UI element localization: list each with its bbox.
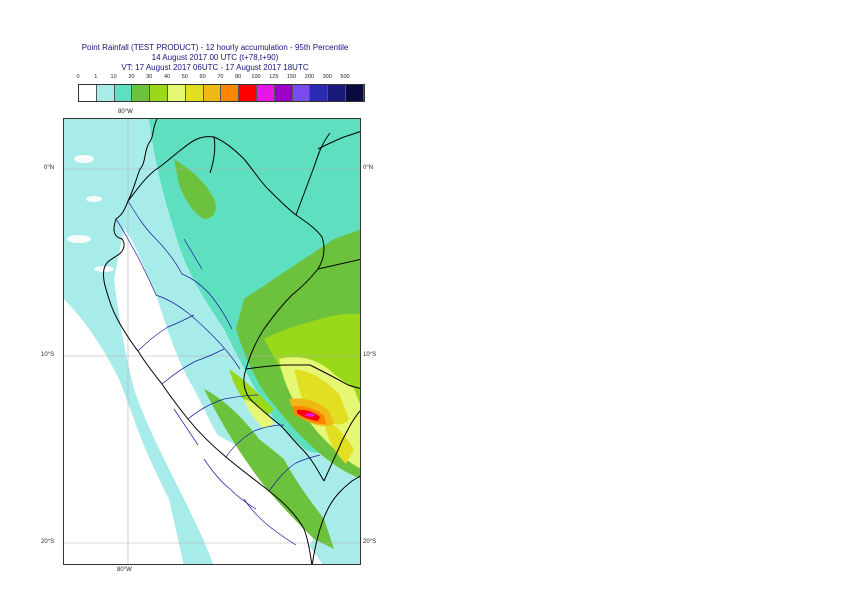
title-line-3: VT: 17 August 2017 06UTC - 17 August 201… [121, 63, 309, 72]
legend-swatch [345, 85, 364, 101]
legend-threshold-label: 1 [94, 74, 98, 80]
legend-threshold-label: 50 [181, 74, 188, 80]
lat-label-20-right: 20°S [363, 539, 377, 545]
lat-label-0-right: 0°N [363, 165, 374, 171]
lon-label-bottom: 80°W [117, 567, 132, 573]
legend-threshold-label: 70 [217, 74, 224, 80]
legend-threshold-label: 10 [110, 74, 117, 80]
legend-swatch [256, 85, 275, 101]
lat-label-10-left: 10°S [41, 352, 55, 358]
rain-100-125mm [305, 413, 315, 417]
rain-50-60mm [294, 369, 354, 464]
legend-swatch [274, 85, 293, 101]
legend-swatch [292, 85, 311, 101]
legend-threshold-label: 300 [322, 74, 332, 80]
legend-threshold-label: 500 [340, 74, 350, 80]
color-legend [78, 84, 365, 102]
legend-threshold-label: 0 [76, 74, 80, 80]
country-borders [103, 119, 360, 564]
legend-swatch [150, 85, 168, 101]
rainfall-map [64, 119, 360, 564]
legend-threshold-label: 30 [146, 74, 153, 80]
legend-threshold-label: 100 [251, 74, 261, 80]
map-panel[interactable] [63, 118, 361, 565]
lat-label-20-left: 20°S [41, 539, 55, 545]
legend-swatch [96, 85, 115, 101]
legend-swatch [79, 85, 97, 101]
title-line-2: 14 August 2017 00 UTC (t+78,t+90) [151, 53, 279, 62]
legend-threshold-label: 60 [199, 74, 206, 80]
graticule [64, 119, 360, 564]
lat-label-10-right: 10°S [363, 352, 377, 358]
legend-threshold-label: 150 [287, 74, 297, 80]
legend-threshold-label: 200 [304, 74, 314, 80]
province-borders [115, 200, 321, 546]
lat-label-0-left: 0°N [44, 165, 55, 171]
legend-swatch [132, 85, 151, 101]
legend-swatch [221, 85, 240, 101]
legend-swatch [185, 85, 204, 101]
legend-swatch [328, 85, 346, 101]
title-line-1: Point Rainfall (TEST PRODUCT) - 12 hourl… [81, 43, 349, 52]
legend-threshold-labels: 0 1 10 20 30 40 50 60 70 80 100 125 150 200 300 500 [70, 74, 360, 84]
legend-swatch [239, 85, 257, 101]
legend-threshold-label: 80 [235, 74, 242, 80]
legend-swatch [310, 85, 329, 101]
legend-swatch [203, 85, 222, 101]
legend-threshold-label: 20 [128, 74, 135, 80]
legend-threshold-label: 125 [269, 74, 279, 80]
lon-label-top: 80°W [118, 109, 133, 115]
no-rain-areas [64, 229, 323, 564]
legend-swatch [167, 85, 186, 101]
legend-swatch [114, 85, 133, 101]
legend-threshold-label: 40 [163, 74, 171, 80]
map-title-block: Point Rainfall (TEST PRODUCT) - 12 hourl… [60, 43, 370, 73]
